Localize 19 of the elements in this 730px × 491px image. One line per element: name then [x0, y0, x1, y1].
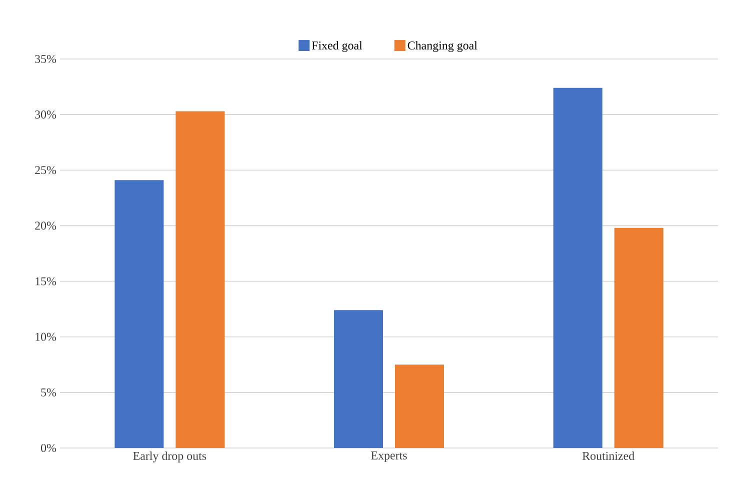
bar: [614, 228, 664, 448]
x-tick-label: Early drop outs: [133, 452, 206, 462]
bar: [395, 364, 444, 448]
bar: [334, 310, 384, 448]
y-tick-label: 35%: [35, 54, 56, 64]
y-tick-label: 30%: [35, 110, 56, 119]
x-tick-label: Routinized: [582, 452, 634, 460]
bar: [553, 88, 602, 448]
legend-label: Fixed goal: [312, 41, 362, 52]
y-tick-label: 15%: [36, 277, 56, 286]
bar: [176, 111, 225, 448]
y-tick-label: 20%: [35, 222, 56, 230]
y-tick-label: 10%: [36, 332, 56, 341]
bar: [114, 180, 164, 448]
y-tick-label: 0%: [40, 444, 56, 452]
x-tick-label: Experts: [371, 452, 407, 462]
legend-label: Changing goal: [408, 41, 478, 52]
y-tick-label: 25%: [35, 166, 56, 174]
y-tick-label: 5%: [41, 388, 56, 396]
